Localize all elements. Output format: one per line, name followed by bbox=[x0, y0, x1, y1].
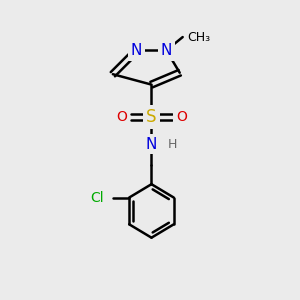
Text: O: O bbox=[116, 110, 127, 124]
Text: N: N bbox=[131, 43, 142, 58]
Text: N: N bbox=[146, 136, 157, 152]
Text: N: N bbox=[161, 43, 172, 58]
Text: H: H bbox=[168, 138, 177, 151]
Text: O: O bbox=[176, 110, 187, 124]
Text: CH₃: CH₃ bbox=[187, 31, 210, 44]
Text: S: S bbox=[146, 108, 157, 126]
Text: Cl: Cl bbox=[90, 190, 104, 205]
